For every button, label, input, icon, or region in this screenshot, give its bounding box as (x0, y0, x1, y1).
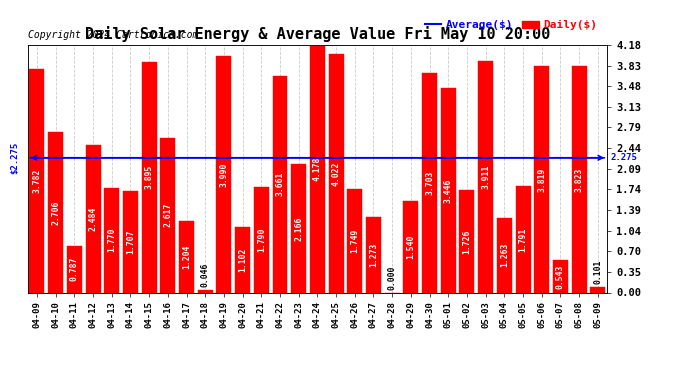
Bar (104, 188, 119, 292)
Text: 2.484: 2.484 (88, 207, 97, 231)
Text: 3.895: 3.895 (145, 165, 154, 189)
Bar (48, 132, 63, 292)
Bar (460, 190, 475, 292)
Text: 3.703: 3.703 (425, 171, 434, 195)
Text: 3.446: 3.446 (444, 178, 453, 203)
Text: 1.791: 1.791 (519, 227, 528, 252)
Text: 0.046: 0.046 (201, 263, 210, 287)
Text: 0.101: 0.101 (593, 260, 602, 284)
Bar (141, 62, 157, 292)
Bar (328, 54, 344, 292)
Text: 2.706: 2.706 (51, 200, 60, 225)
Bar (515, 186, 531, 292)
Text: 1.770: 1.770 (107, 228, 116, 252)
Text: 0.000: 0.000 (388, 266, 397, 290)
Text: Copyright 2024 Cartronics.com: Copyright 2024 Cartronics.com (28, 30, 198, 40)
Bar (310, 45, 325, 292)
Text: 1.707: 1.707 (126, 230, 135, 254)
Text: 0.787: 0.787 (70, 257, 79, 281)
Text: 1.273: 1.273 (369, 243, 378, 267)
Bar (478, 61, 493, 292)
Bar (67, 246, 82, 292)
Bar (591, 286, 605, 292)
Text: 2.275: 2.275 (610, 153, 637, 162)
Bar (422, 73, 437, 292)
Legend: Average($), Daily($): Average($), Daily($) (420, 16, 602, 35)
Bar (198, 290, 213, 292)
Bar (86, 146, 101, 292)
Bar (235, 227, 250, 292)
Text: 2.617: 2.617 (164, 203, 172, 227)
Text: 3.782: 3.782 (32, 168, 41, 193)
Text: 0.543: 0.543 (556, 264, 565, 289)
Bar (291, 164, 306, 292)
Bar (553, 260, 568, 292)
Text: 1.749: 1.749 (351, 228, 359, 253)
Bar (123, 191, 138, 292)
Text: 3.911: 3.911 (481, 165, 490, 189)
Text: 3.661: 3.661 (275, 172, 284, 196)
Title: Daily Solar Energy & Average Value Fri May 10 20:00: Daily Solar Energy & Average Value Fri M… (85, 27, 550, 42)
Text: 1.726: 1.726 (462, 229, 471, 254)
Text: 1.790: 1.790 (257, 227, 266, 252)
Text: 2.166: 2.166 (294, 216, 303, 241)
Bar (254, 186, 269, 292)
Bar (273, 76, 288, 292)
Bar (30, 69, 44, 292)
Bar (441, 88, 456, 292)
Bar (497, 218, 512, 292)
Bar (366, 217, 381, 292)
Text: 1.102: 1.102 (238, 248, 247, 272)
Text: 1.540: 1.540 (406, 235, 415, 259)
Bar (534, 66, 549, 292)
Bar (572, 66, 586, 292)
Text: 1.263: 1.263 (500, 243, 509, 267)
Text: 4.178: 4.178 (313, 157, 322, 181)
Text: 3.819: 3.819 (538, 167, 546, 192)
Bar (217, 56, 231, 292)
Text: 3.823: 3.823 (575, 167, 584, 192)
Bar (347, 189, 362, 292)
Text: $2.275: $2.275 (10, 142, 19, 174)
Text: 1.204: 1.204 (182, 244, 191, 269)
Text: 3.990: 3.990 (219, 162, 228, 187)
Bar (404, 201, 418, 292)
Text: 4.022: 4.022 (332, 161, 341, 186)
Bar (179, 221, 194, 292)
Bar (160, 138, 175, 292)
